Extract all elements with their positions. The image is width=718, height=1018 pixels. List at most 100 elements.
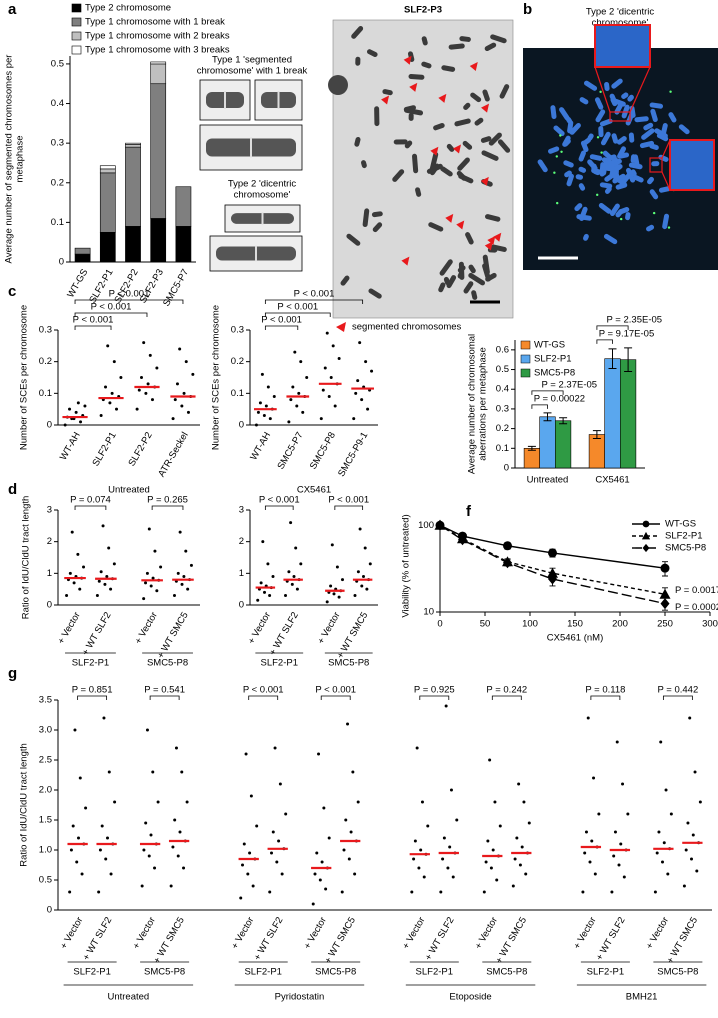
- inset-link: [594, 66, 611, 113]
- data-point: [368, 562, 372, 566]
- data-point: [653, 890, 657, 894]
- y-tick-label: 3.5: [39, 695, 52, 706]
- data-point: [147, 527, 151, 531]
- comparison-bracket: [264, 325, 299, 330]
- data-point: [324, 887, 328, 891]
- data-point: [295, 587, 299, 591]
- chromosome: [458, 261, 465, 280]
- data-point: [586, 716, 590, 720]
- data-point: [153, 866, 157, 870]
- y-tick-label: 0.5: [51, 58, 64, 69]
- data-point: [360, 584, 364, 588]
- data-point: [144, 391, 148, 395]
- data-point: [370, 369, 374, 373]
- data-point: [356, 570, 360, 574]
- data-point: [142, 341, 146, 345]
- x-tick-label: + Vector: [58, 915, 85, 951]
- data-point: [299, 360, 303, 364]
- data-point: [655, 851, 659, 855]
- chromosome: [595, 109, 606, 123]
- inset: [594, 24, 651, 68]
- chromosome: [372, 222, 383, 233]
- chromosome: [459, 36, 471, 42]
- x-tick-label: + WT SLF2: [594, 915, 628, 962]
- data-point: [98, 848, 102, 852]
- image-caption: Type 2 'dicentric: [586, 7, 655, 18]
- chromosome: [470, 92, 482, 103]
- y-tick-label: 0.3: [51, 138, 64, 149]
- data-point: [119, 376, 123, 379]
- comparison-bracket: [74, 299, 184, 304]
- data-point: [140, 884, 144, 888]
- data-point: [691, 833, 695, 837]
- data-point: [351, 770, 355, 774]
- chromosome: [574, 203, 583, 212]
- group-label: SMC5-P8: [657, 967, 698, 978]
- data-point: [260, 372, 264, 376]
- series-line: [439, 524, 666, 569]
- x-tick-label: + Vector: [473, 915, 500, 951]
- green-spot: [600, 151, 603, 154]
- comparison-bracket: [334, 505, 364, 510]
- y-tick-label: 1: [47, 568, 52, 579]
- y-tick-label: 0.2: [39, 356, 52, 367]
- x-tick-label: + WT SLF2: [252, 915, 286, 962]
- chromosome: [499, 84, 510, 99]
- green-spot: [555, 155, 558, 158]
- data-point: [315, 851, 319, 855]
- chromosome: [351, 26, 364, 39]
- group-label: SLF2-P1: [72, 658, 110, 669]
- data-point: [484, 860, 488, 864]
- y-tick-label: 0: [59, 257, 64, 268]
- data-point: [482, 890, 486, 894]
- chromosome: [579, 97, 589, 105]
- error-bar: [592, 430, 601, 439]
- section-label: Untreated: [107, 992, 149, 1003]
- chromosome-gap: [250, 137, 252, 158]
- data-point: [259, 581, 263, 585]
- chromosome: [615, 182, 628, 190]
- data-point: [150, 398, 154, 402]
- marker: [435, 519, 445, 531]
- chromosome: [408, 73, 425, 80]
- x-tick-label: SMC5-P9-1: [336, 430, 370, 478]
- chromosome: [656, 133, 669, 142]
- data-point: [144, 821, 148, 825]
- data-point: [145, 571, 149, 575]
- data-point: [173, 398, 177, 402]
- data-point: [153, 549, 157, 553]
- chromosome: [485, 214, 501, 222]
- data-point: [115, 407, 119, 411]
- legend-label: WT-GS: [534, 340, 565, 351]
- data-point: [520, 845, 524, 849]
- error-bar: [543, 412, 552, 422]
- y-tick-label: 1.0: [39, 845, 52, 856]
- y-tick-label: 0.3: [231, 325, 244, 336]
- chromosome: [382, 89, 393, 96]
- x-tick-label: SLF2-P1: [91, 430, 119, 468]
- image-caption: Type 1 'segmented: [212, 55, 292, 66]
- data-point: [333, 404, 337, 408]
- x-tick-label: ATR-Seckel: [156, 430, 191, 479]
- chromosome: [497, 139, 511, 153]
- chromosome: [634, 116, 649, 123]
- data-point: [275, 860, 279, 864]
- x-tick-label: + Vector: [302, 915, 329, 951]
- data-point: [669, 812, 673, 816]
- data-point: [361, 575, 365, 578]
- data-point: [255, 824, 259, 828]
- data-point: [349, 830, 353, 834]
- chromosome: [611, 133, 619, 144]
- data-point: [251, 884, 255, 888]
- y-tick-label: 0.3: [39, 325, 52, 336]
- chromosome: [340, 275, 350, 286]
- data-point: [290, 582, 294, 586]
- data-point: [176, 854, 180, 858]
- arrowhead: [480, 176, 489, 186]
- green-spot: [596, 136, 600, 139]
- data-point: [97, 890, 101, 894]
- chromosome: [628, 132, 635, 143]
- x-tick-label: + Vector: [133, 610, 160, 646]
- x-tick-label: WT-AH: [58, 430, 83, 462]
- group-label: SLF2-P1: [73, 967, 111, 978]
